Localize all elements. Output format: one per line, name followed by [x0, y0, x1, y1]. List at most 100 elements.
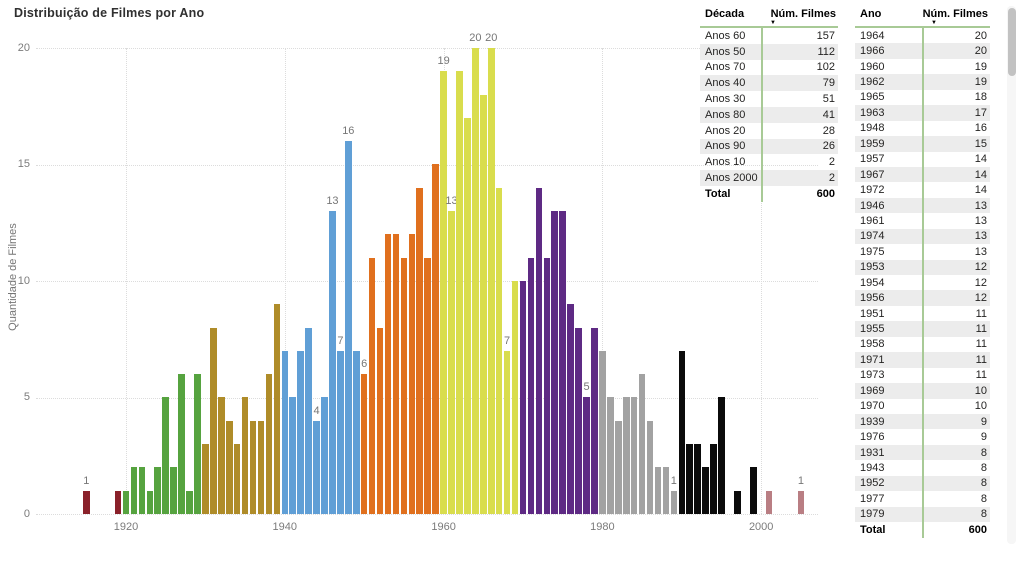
bar-1926[interactable] — [170, 467, 177, 514]
bar-1974[interactable] — [551, 211, 559, 514]
bar-1982[interactable] — [614, 421, 622, 514]
table-row[interactable]: Anos 90 26 — [700, 138, 838, 155]
bar-1939[interactable] — [273, 304, 281, 514]
bar-1949[interactable] — [352, 351, 360, 514]
bar-1954[interactable] — [392, 234, 400, 514]
bar-1975[interactable] — [559, 211, 566, 514]
bar-1952[interactable] — [376, 328, 384, 514]
bar-1987[interactable] — [654, 467, 662, 514]
bar-1986[interactable] — [646, 421, 654, 514]
bar-1995[interactable] — [718, 397, 725, 514]
table-row[interactable]: Anos 60 157 — [700, 28, 838, 44]
table-row[interactable]: 1948 16 — [855, 121, 990, 136]
bar-1930[interactable] — [202, 444, 209, 514]
bar-1968[interactable] — [503, 351, 511, 514]
bar-1964[interactable] — [472, 48, 479, 514]
bar-1969[interactable] — [511, 281, 519, 514]
bar-1989[interactable] — [670, 491, 678, 514]
table-row[interactable]: 1977 8 — [855, 491, 990, 506]
bar-1921[interactable] — [130, 467, 138, 514]
bar-1931[interactable] — [210, 328, 217, 514]
bar-1938[interactable] — [265, 374, 273, 514]
bar-1946[interactable] — [329, 211, 336, 514]
bar-1925[interactable] — [162, 397, 169, 514]
table-row[interactable]: 1972 14 — [855, 182, 990, 197]
bar-1927[interactable] — [178, 374, 185, 514]
bar-1985[interactable] — [638, 374, 646, 514]
bar-1953[interactable] — [384, 234, 392, 514]
bar-1993[interactable] — [702, 467, 709, 514]
bar-1962[interactable] — [456, 71, 463, 514]
bar-1940[interactable] — [281, 351, 289, 514]
table-row[interactable]: Anos 30 51 — [700, 91, 838, 107]
bar-1920[interactable] — [122, 491, 130, 514]
bar-1997[interactable] — [734, 491, 741, 514]
table-row[interactable]: 1965 18 — [855, 90, 990, 105]
bar-1961[interactable] — [448, 211, 455, 514]
bar-1963[interactable] — [464, 118, 471, 514]
bar-1928[interactable] — [186, 491, 193, 514]
bar-1943[interactable] — [305, 328, 312, 514]
bar-1956[interactable] — [408, 234, 416, 514]
table-row[interactable]: 1973 11 — [855, 368, 990, 383]
bar-1936[interactable] — [249, 421, 257, 514]
bar-1958[interactable] — [424, 258, 431, 514]
table-row[interactable]: Anos 10 2 — [700, 154, 838, 170]
num-filmes-column-header[interactable]: Núm. Filmes — [922, 8, 988, 20]
table-row[interactable]: 1964 20 — [855, 28, 990, 43]
bar-1937[interactable] — [257, 421, 265, 514]
bar-1988[interactable] — [662, 467, 670, 514]
table-row[interactable]: 1961 13 — [855, 213, 990, 228]
table-row[interactable]: 1960 19 — [855, 59, 990, 74]
bar-1955[interactable] — [400, 258, 408, 514]
bar-1929[interactable] — [194, 374, 201, 514]
bar-1970[interactable] — [519, 281, 527, 514]
bar-1944[interactable] — [313, 421, 320, 514]
bar-1942[interactable] — [297, 351, 304, 514]
sort-descending-icon[interactable]: ▼ — [931, 20, 937, 26]
table-row[interactable]: Anos 70 102 — [700, 60, 838, 76]
bar-1978[interactable] — [583, 397, 590, 514]
table-row[interactable]: Anos 20 28 — [700, 123, 838, 139]
bar-1966[interactable] — [487, 48, 495, 514]
bar-1933[interactable] — [225, 421, 233, 514]
bar-1923[interactable] — [146, 491, 154, 514]
bar-1992[interactable] — [694, 444, 701, 514]
bar-1957[interactable] — [416, 188, 424, 514]
bar-1981[interactable] — [607, 397, 614, 514]
bar-2005[interactable] — [797, 491, 805, 514]
decade-column-header[interactable]: Década — [705, 8, 745, 20]
bar-1945[interactable] — [321, 397, 328, 514]
table-row[interactable]: 1970 10 — [855, 399, 990, 414]
table-row[interactable]: 1943 8 — [855, 460, 990, 475]
bar-1979[interactable] — [591, 328, 598, 514]
table-row[interactable]: 1958 11 — [855, 337, 990, 352]
bar-1999[interactable] — [749, 467, 757, 514]
bar-1959[interactable] — [432, 164, 439, 514]
bar-1977[interactable] — [575, 328, 582, 514]
bar-1965[interactable] — [480, 95, 487, 514]
table-row[interactable]: 1957 14 — [855, 152, 990, 167]
table-row[interactable]: 1975 13 — [855, 244, 990, 259]
bar-1948[interactable] — [345, 141, 352, 514]
table-row[interactable]: Anos 2000 2 — [700, 170, 838, 186]
bar-1960[interactable] — [440, 71, 447, 514]
bar-1922[interactable] — [138, 467, 146, 514]
bar-2001[interactable] — [765, 491, 773, 514]
table-row[interactable]: 1976 9 — [855, 429, 990, 444]
bar-1941[interactable] — [289, 397, 297, 514]
year-table-scrollbar-track[interactable] — [1007, 6, 1016, 544]
bar-1972[interactable] — [535, 188, 543, 514]
bar-1990[interactable] — [678, 351, 686, 514]
bar-1924[interactable] — [154, 467, 162, 514]
bar-1951[interactable] — [368, 258, 376, 514]
bar-1976[interactable] — [567, 304, 574, 514]
bar-1967[interactable] — [495, 188, 503, 514]
table-row[interactable]: 1954 12 — [855, 275, 990, 290]
sort-descending-icon[interactable]: ▼ — [770, 20, 776, 26]
table-row[interactable]: Anos 40 79 — [700, 75, 838, 92]
bar-1919[interactable] — [114, 491, 122, 514]
table-row[interactable]: Anos 80 41 — [700, 106, 838, 123]
bar-1950[interactable] — [360, 374, 368, 514]
bar-1994[interactable] — [710, 444, 717, 514]
